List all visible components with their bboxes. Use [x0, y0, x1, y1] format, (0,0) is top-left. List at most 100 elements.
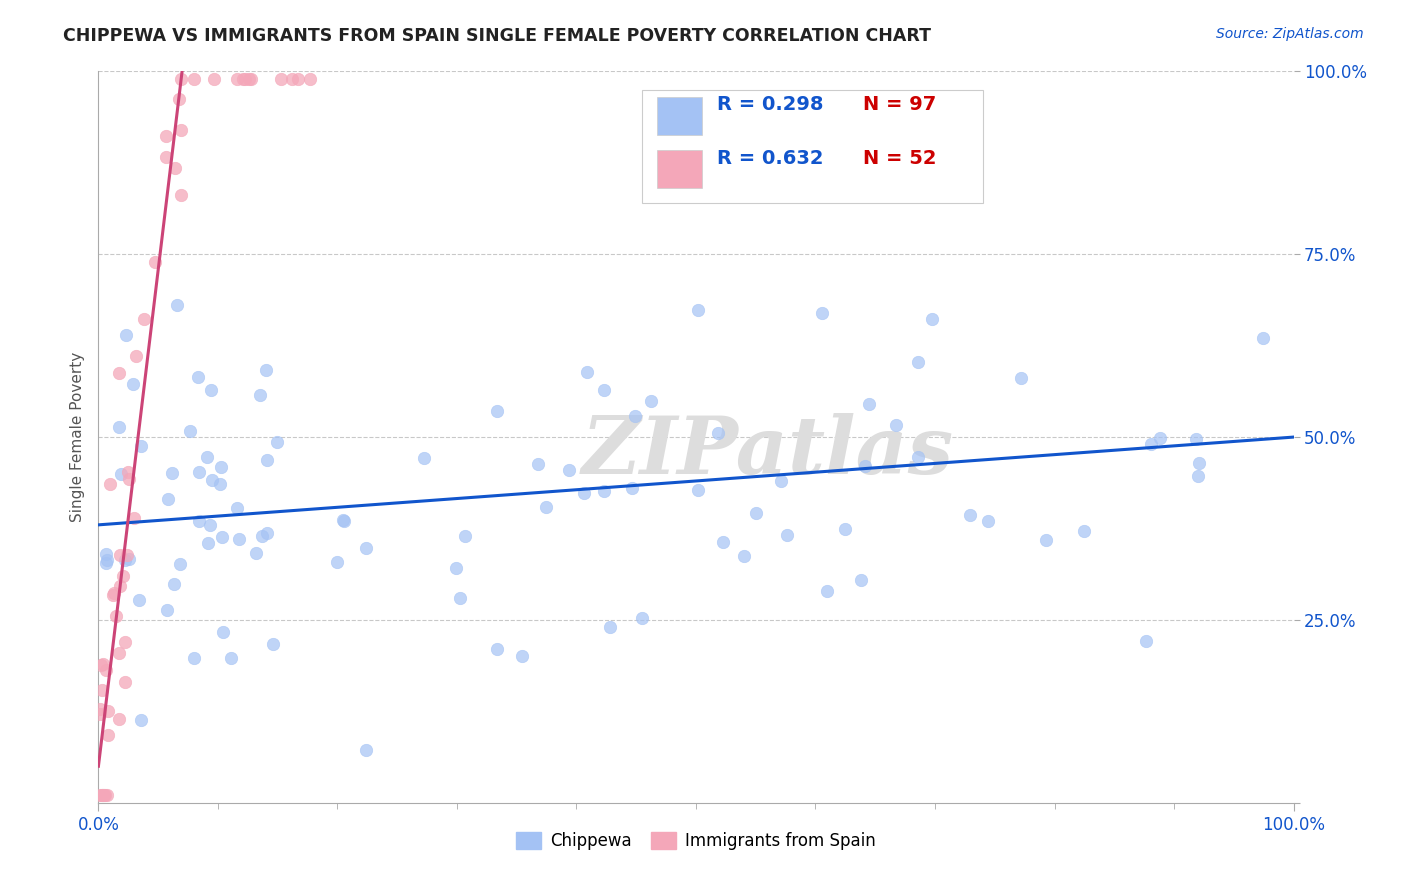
Point [183, 651, 205, 665]
Point [111, 568, 134, 582]
Point [851, 573, 873, 587]
Point [413, 451, 436, 466]
Point [211, 625, 233, 640]
Point [96, 553, 118, 567]
Point [117, 465, 139, 479]
Point [744, 507, 766, 521]
Point [103, 589, 125, 603]
Point [256, 526, 278, 541]
Point [195, 450, 218, 465]
Point [166, 298, 188, 312]
Point [1010, 370, 1032, 384]
Point [108, 549, 131, 563]
Text: ZIPatlas: ZIPatlas [582, 413, 953, 491]
Y-axis label: Single Female Poverty: Single Female Poverty [69, 352, 84, 522]
Point [834, 522, 856, 536]
Point [90, 658, 112, 673]
Point [576, 365, 599, 379]
Point [256, 453, 278, 467]
Point [188, 465, 211, 479]
Point [156, 603, 179, 617]
Point [225, 71, 247, 86]
Point [221, 651, 243, 665]
Point [107, 420, 129, 434]
Point [114, 635, 136, 649]
Point [143, 254, 166, 268]
Point [270, 71, 292, 86]
Point [526, 457, 548, 471]
Point [921, 312, 943, 326]
Point [1149, 431, 1171, 445]
Point [250, 529, 273, 543]
Point [188, 514, 211, 528]
Point [156, 492, 179, 507]
Point [90, 789, 112, 803]
Point [907, 450, 929, 464]
Point [534, 500, 557, 514]
Point [200, 384, 222, 398]
Point [96, 557, 118, 571]
Point [266, 434, 288, 449]
Point [858, 396, 880, 410]
Point [853, 458, 876, 473]
Point [907, 355, 929, 369]
Point [93, 789, 115, 803]
Point [197, 535, 219, 549]
Point [238, 71, 260, 86]
Point [114, 674, 136, 689]
Point [201, 473, 224, 487]
Point [104, 609, 127, 624]
Point [356, 742, 378, 756]
Point [160, 466, 183, 480]
Point [115, 548, 138, 562]
Point [89, 789, 111, 803]
Point [557, 463, 579, 477]
Point [117, 472, 139, 486]
Point [108, 366, 131, 380]
Point [122, 511, 145, 525]
Point [454, 529, 477, 543]
Point [108, 579, 131, 593]
Point [884, 418, 907, 433]
Point [94, 547, 117, 561]
Point [593, 384, 616, 398]
Point [98, 477, 121, 491]
Point [163, 577, 186, 591]
Point [170, 123, 193, 137]
Text: CHIPPEWA VS IMMIGRANTS FROM SPAIN SINGLE FEMALE POVERTY CORRELATION CHART: CHIPPEWA VS IMMIGRANTS FROM SPAIN SINGLE… [63, 27, 931, 45]
Point [444, 561, 467, 575]
Point [165, 161, 187, 175]
Point [811, 305, 834, 319]
Point [1253, 331, 1275, 345]
Point [209, 459, 232, 474]
Point [129, 439, 152, 453]
Point [208, 477, 231, 491]
Point [179, 425, 201, 439]
Text: R = 0.298: R = 0.298 [717, 95, 824, 114]
Point [287, 71, 309, 86]
Point [510, 649, 533, 664]
Point [621, 481, 644, 495]
Point [202, 71, 225, 86]
Point [1140, 437, 1163, 451]
Point [94, 789, 117, 803]
Point [211, 530, 233, 544]
Point [977, 514, 1000, 528]
Point [280, 71, 302, 86]
Point [333, 514, 356, 528]
Text: Source: ZipAtlas.com: Source: ZipAtlas.com [1216, 27, 1364, 41]
Point [254, 363, 277, 377]
Legend: Chippewa, Immigrants from Spain: Chippewa, Immigrants from Spain [510, 825, 882, 856]
Point [959, 508, 981, 523]
Point [155, 129, 177, 144]
Point [169, 558, 191, 572]
Point [233, 71, 256, 86]
Point [91, 789, 114, 803]
Point [1035, 533, 1057, 547]
Point [94, 663, 117, 677]
Point [815, 583, 838, 598]
Point [169, 187, 191, 202]
Point [167, 92, 190, 106]
Point [1188, 456, 1211, 470]
Text: N = 52: N = 52 [863, 149, 936, 169]
